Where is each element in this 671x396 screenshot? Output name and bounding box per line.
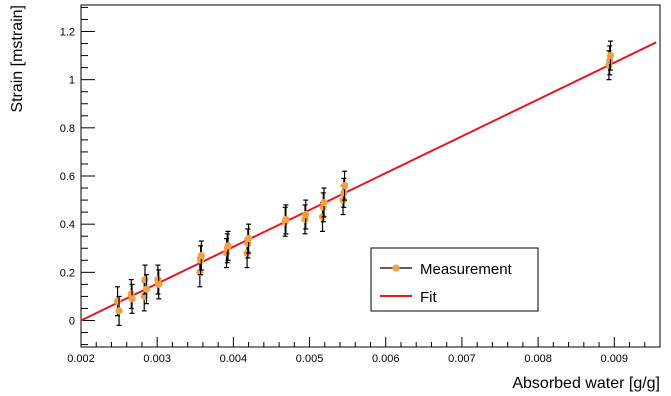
data-marker xyxy=(115,307,123,315)
legend-measurement-label: Measurement xyxy=(420,261,513,278)
x-tick-label: 0.002 xyxy=(67,353,95,365)
data-marker xyxy=(113,297,122,305)
data-marker xyxy=(142,285,151,293)
measurement-point xyxy=(142,274,151,305)
data-marker xyxy=(224,242,232,250)
data-marker xyxy=(606,51,615,60)
data-marker xyxy=(302,210,310,219)
measurement-point xyxy=(245,223,253,254)
y-axis: 0 0.2 0.4 0.6 0.8 1 1.2 xyxy=(60,6,95,346)
data-marker xyxy=(155,280,163,288)
data-marker xyxy=(196,268,204,276)
legend-box xyxy=(370,247,539,312)
fit-line xyxy=(80,41,657,322)
x-tick-label: 0.006 xyxy=(372,353,400,365)
data-marker xyxy=(320,198,328,207)
measurement-point xyxy=(320,187,328,218)
data-marker xyxy=(245,235,253,243)
y-tick-label: 1 xyxy=(69,75,75,87)
data-marker xyxy=(141,275,149,284)
x-tick-label: 0.009 xyxy=(601,353,629,365)
data-marker xyxy=(128,295,136,303)
legend: Measurement Fit xyxy=(370,247,539,312)
y-tick-label: 0.6 xyxy=(60,171,75,183)
legend-fit-label: Fit xyxy=(420,289,437,306)
measurement-series xyxy=(113,40,615,326)
measurement-point xyxy=(302,199,310,230)
y-tick-label: 0.4 xyxy=(60,219,75,231)
measurement-point xyxy=(606,40,615,71)
y-tick-label: 0.2 xyxy=(60,267,75,279)
x-axis: 0.002 0.003 0.004 0.005 0.006 0.007 0.008 0.009 xyxy=(67,337,661,365)
y-tick-label: 0.8 xyxy=(60,123,75,135)
measurement-point xyxy=(128,283,136,314)
x-tick-label: 0.003 xyxy=(143,353,171,365)
measurement-point xyxy=(197,240,205,271)
x-tick-label: 0.005 xyxy=(296,353,324,365)
x-tick-label: 0.004 xyxy=(220,353,248,365)
x-tick-label: 0.008 xyxy=(524,353,552,365)
measurement-point xyxy=(282,204,290,235)
y-tick-label: 0 xyxy=(69,316,75,328)
measurement-point xyxy=(224,230,232,261)
x-tick-label: 0.007 xyxy=(448,353,476,365)
measurement-point xyxy=(155,269,163,300)
x-axis-title: Absorbed water [g/g] xyxy=(512,375,660,392)
legend-measurement-marker xyxy=(392,264,400,272)
measurement-point xyxy=(115,295,123,326)
data-marker xyxy=(282,215,290,223)
data-marker xyxy=(340,182,349,190)
measurement-point xyxy=(340,170,349,201)
data-marker xyxy=(197,251,205,260)
data-marker xyxy=(340,189,348,197)
y-axis-title: Strain [mstrain] xyxy=(9,5,26,113)
fit-series xyxy=(80,41,657,322)
y-tick-label: 1.2 xyxy=(60,26,75,38)
